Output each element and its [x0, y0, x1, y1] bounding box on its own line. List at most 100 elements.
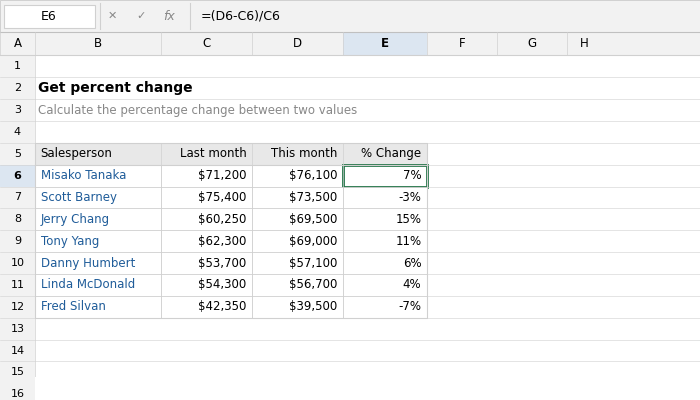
Bar [343, 274, 427, 296]
Bar [4, 4, 94, 28]
Text: Danny Humbert: Danny Humbert [41, 256, 135, 270]
Text: $53,700: $53,700 [198, 256, 246, 270]
Text: D: D [293, 37, 302, 50]
Text: G: G [527, 37, 537, 50]
Bar [343, 32, 427, 56]
Text: $54,300: $54,300 [198, 278, 246, 292]
Bar [0, 165, 35, 186]
Text: 5: 5 [14, 149, 21, 159]
Text: ✕: ✕ [108, 11, 118, 21]
Text: -7%: -7% [398, 300, 421, 313]
Text: 16: 16 [10, 389, 25, 399]
Bar [35, 230, 161, 252]
Bar [0, 252, 35, 274]
Bar [35, 296, 161, 318]
Text: $76,100: $76,100 [289, 169, 337, 182]
Text: 7: 7 [14, 192, 21, 202]
Bar [343, 208, 427, 230]
Bar [0, 32, 700, 56]
Bar [343, 296, 427, 318]
Text: $69,500: $69,500 [289, 213, 337, 226]
Text: 15: 15 [10, 367, 25, 377]
Text: 11%: 11% [395, 235, 421, 248]
Bar [35, 274, 161, 296]
Text: 2: 2 [14, 83, 21, 93]
Bar [35, 143, 161, 165]
Text: Fred Silvan: Fred Silvan [41, 300, 106, 313]
Text: Last month: Last month [180, 147, 246, 160]
Text: ✓: ✓ [136, 11, 146, 21]
Bar [252, 208, 343, 230]
Text: $57,100: $57,100 [289, 256, 337, 270]
Text: 11: 11 [10, 280, 25, 290]
Text: $42,350: $42,350 [198, 300, 246, 313]
Bar [252, 252, 343, 274]
Text: $56,700: $56,700 [289, 278, 337, 292]
Text: E6: E6 [41, 10, 57, 22]
Bar [161, 230, 252, 252]
Bar [0, 208, 35, 230]
Bar [343, 186, 427, 208]
Text: Salesperson: Salesperson [41, 147, 113, 160]
Bar [35, 186, 161, 208]
Text: 8: 8 [14, 214, 21, 224]
Text: 6%: 6% [402, 256, 421, 270]
Text: 3: 3 [14, 105, 21, 115]
Bar [0, 362, 35, 383]
Bar [0, 121, 35, 143]
Bar [35, 143, 427, 318]
Text: -3%: -3% [398, 191, 421, 204]
Bar [0, 230, 35, 252]
Text: 1: 1 [14, 61, 21, 71]
Text: E: E [381, 37, 389, 50]
Bar [343, 252, 427, 274]
Text: 12: 12 [10, 302, 25, 312]
Bar [252, 165, 343, 186]
Bar [161, 165, 252, 186]
Bar [343, 165, 427, 186]
Bar [0, 383, 35, 400]
Bar [0, 296, 35, 318]
Text: fx: fx [163, 10, 174, 22]
Text: 13: 13 [10, 324, 25, 334]
Bar [161, 274, 252, 296]
Text: $62,300: $62,300 [198, 235, 246, 248]
Bar [161, 252, 252, 274]
Bar [161, 296, 252, 318]
Text: 10: 10 [10, 258, 25, 268]
Text: 4: 4 [14, 127, 21, 137]
Bar [35, 208, 161, 230]
Bar [252, 186, 343, 208]
Bar [35, 252, 161, 274]
Bar [343, 143, 427, 165]
Bar [343, 165, 427, 186]
Text: Linda McDonald: Linda McDonald [41, 278, 135, 292]
Bar [161, 186, 252, 208]
Bar [0, 318, 35, 340]
Text: 7%: 7% [402, 169, 421, 182]
Bar [0, 0, 700, 32]
Text: 14: 14 [10, 346, 25, 356]
Text: 9: 9 [14, 236, 21, 246]
Text: F: F [458, 37, 466, 50]
Text: % Change: % Change [361, 147, 421, 160]
Text: Tony Yang: Tony Yang [41, 235, 99, 248]
Bar [0, 274, 35, 296]
Bar [252, 274, 343, 296]
Text: $39,500: $39,500 [289, 300, 337, 313]
Bar [35, 165, 161, 186]
Text: H: H [580, 37, 589, 50]
Text: This month: This month [271, 147, 337, 160]
Bar [0, 99, 35, 121]
Bar [161, 208, 252, 230]
Text: 15%: 15% [395, 213, 421, 226]
Text: 6: 6 [13, 171, 22, 181]
Bar [0, 56, 35, 77]
Text: B: B [94, 37, 102, 50]
Text: $75,400: $75,400 [198, 191, 246, 204]
Bar [161, 143, 252, 165]
Text: Calculate the percentage change between two values: Calculate the percentage change between … [38, 104, 358, 116]
Bar [0, 77, 35, 99]
Bar [252, 143, 343, 165]
Text: =(D6-C6)/C6: =(D6-C6)/C6 [200, 10, 280, 22]
